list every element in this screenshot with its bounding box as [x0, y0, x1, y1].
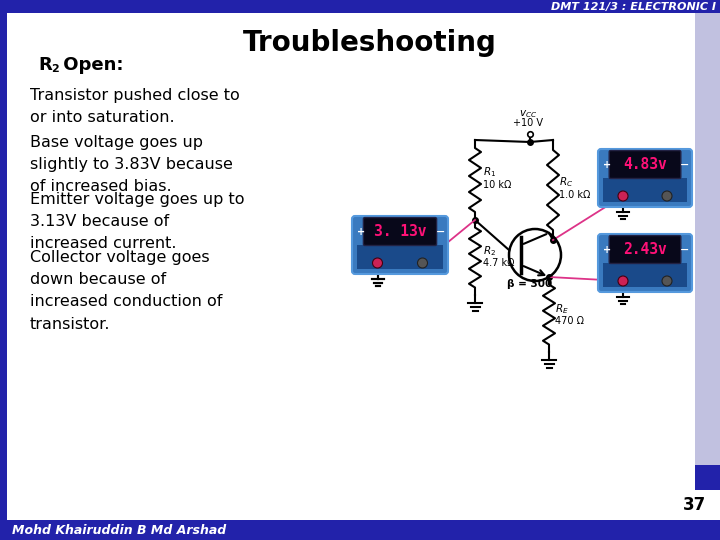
FancyBboxPatch shape — [598, 149, 692, 207]
Bar — [695, 465, 720, 540]
Text: 4.83v: 4.83v — [623, 157, 667, 172]
Bar — [0, 0, 720, 13]
Circle shape — [618, 276, 628, 286]
FancyBboxPatch shape — [598, 234, 692, 292]
Text: Troubleshooting: Troubleshooting — [243, 29, 497, 57]
FancyBboxPatch shape — [352, 216, 448, 274]
Bar — [0, 13, 7, 520]
Text: $R_2$: $R_2$ — [483, 244, 496, 258]
FancyBboxPatch shape — [609, 235, 681, 264]
FancyBboxPatch shape — [603, 263, 687, 287]
Text: Open:: Open: — [57, 56, 124, 74]
FancyBboxPatch shape — [357, 245, 443, 269]
Text: $R_E$: $R_E$ — [555, 302, 569, 316]
FancyBboxPatch shape — [364, 218, 436, 246]
Text: Emitter voltage goes up to
3.13V because of
increased current.: Emitter voltage goes up to 3.13V because… — [30, 192, 245, 252]
Text: −: − — [680, 245, 689, 254]
Text: β = 300: β = 300 — [507, 279, 552, 289]
Text: R: R — [38, 56, 52, 74]
Circle shape — [372, 258, 382, 268]
Text: Mohd Khairuddin B Md Arshad: Mohd Khairuddin B Md Arshad — [12, 523, 226, 537]
Text: Base voltage goes up
slightly to 3.83V because
of increased bias.: Base voltage goes up slightly to 3.83V b… — [30, 135, 233, 194]
Text: 10 kΩ: 10 kΩ — [483, 180, 511, 190]
Text: $v_{CC}$: $v_{CC}$ — [519, 108, 537, 120]
Text: 470 Ω: 470 Ω — [555, 315, 584, 326]
FancyBboxPatch shape — [609, 151, 681, 179]
Circle shape — [418, 258, 428, 268]
Text: −: − — [436, 226, 445, 237]
Text: 2.43v: 2.43v — [623, 242, 667, 257]
Text: Transistor pushed close to
or into saturation.: Transistor pushed close to or into satur… — [30, 88, 240, 125]
Text: +10 V: +10 V — [513, 118, 543, 128]
Text: 1.0 kΩ: 1.0 kΩ — [559, 190, 590, 200]
Circle shape — [662, 276, 672, 286]
Bar — [0, 520, 720, 540]
Circle shape — [618, 191, 628, 201]
Text: Collector voltage goes
down because of
increased conduction of
transistor.: Collector voltage goes down because of i… — [30, 250, 222, 332]
Text: −: − — [680, 159, 689, 170]
Text: +: + — [603, 245, 611, 254]
Text: 2: 2 — [51, 64, 59, 74]
Text: 37: 37 — [683, 496, 706, 514]
Bar — [695, 13, 720, 465]
Text: 4.7 kΩ: 4.7 kΩ — [483, 258, 515, 268]
Text: $R_C$: $R_C$ — [559, 175, 573, 189]
Text: $R_1$: $R_1$ — [483, 165, 496, 179]
FancyBboxPatch shape — [603, 178, 687, 202]
Bar — [668, 490, 720, 520]
Text: +: + — [357, 226, 365, 237]
Text: 3. 13v: 3. 13v — [374, 224, 426, 239]
Text: DMT 121/3 : ELECTRONIC I: DMT 121/3 : ELECTRONIC I — [551, 2, 716, 12]
Text: +: + — [603, 159, 611, 170]
Circle shape — [662, 191, 672, 201]
